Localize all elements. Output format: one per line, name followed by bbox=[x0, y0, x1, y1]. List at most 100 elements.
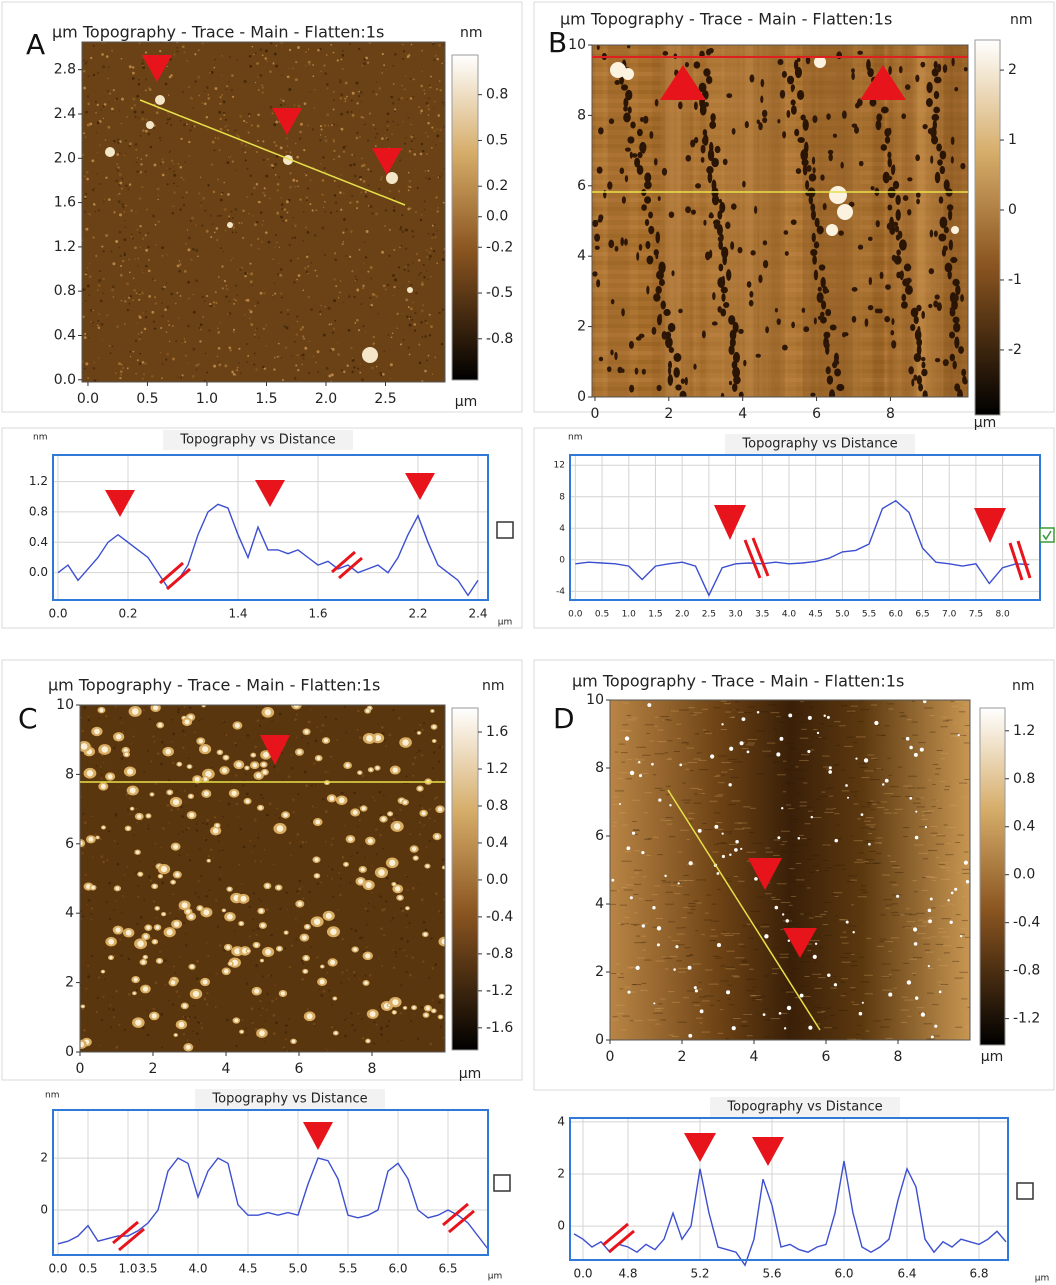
texture bbox=[113, 747, 115, 749]
texture bbox=[693, 364, 696, 370]
texture bbox=[699, 997, 706, 998]
texture bbox=[442, 252, 444, 254]
texture bbox=[689, 821, 693, 822]
texture bbox=[219, 866, 221, 868]
x-tick-label: 5.6 bbox=[762, 1267, 781, 1281]
texture bbox=[805, 180, 809, 190]
texture bbox=[750, 911, 759, 912]
texture bbox=[687, 818, 692, 819]
texture bbox=[91, 955, 93, 957]
texture bbox=[101, 1019, 103, 1021]
texture bbox=[361, 101, 362, 102]
texture bbox=[366, 735, 373, 742]
texture bbox=[742, 748, 749, 749]
texture bbox=[312, 64, 314, 66]
texture bbox=[905, 285, 913, 295]
texture bbox=[437, 210, 439, 212]
texture bbox=[157, 187, 160, 190]
texture bbox=[258, 1008, 260, 1010]
texture bbox=[299, 138, 301, 140]
y-tick-label: 2.4 bbox=[54, 106, 76, 122]
texture bbox=[173, 965, 175, 967]
texture bbox=[433, 108, 434, 109]
y-tick-label: 2 bbox=[65, 975, 74, 991]
texture bbox=[432, 43, 434, 45]
texture bbox=[124, 874, 126, 876]
texture bbox=[412, 762, 415, 765]
texture bbox=[190, 258, 192, 260]
texture bbox=[668, 323, 676, 332]
texture bbox=[314, 234, 316, 236]
texture bbox=[195, 279, 198, 282]
texture bbox=[381, 251, 384, 254]
texture bbox=[421, 898, 424, 901]
texture bbox=[647, 703, 651, 707]
texture bbox=[962, 1027, 969, 1028]
texture bbox=[785, 782, 788, 783]
x-tick-label: 0.0 bbox=[48, 1262, 67, 1276]
texture bbox=[87, 95, 89, 97]
texture bbox=[275, 65, 278, 68]
texture bbox=[148, 875, 151, 878]
texture bbox=[938, 932, 946, 933]
texture bbox=[261, 959, 263, 961]
texture bbox=[97, 72, 99, 74]
texture bbox=[162, 161, 164, 163]
texture bbox=[857, 51, 863, 55]
texture bbox=[420, 112, 422, 114]
texture bbox=[191, 98, 193, 100]
texture bbox=[614, 352, 617, 360]
texture bbox=[953, 361, 957, 370]
texture bbox=[654, 158, 658, 166]
texture bbox=[840, 937, 847, 938]
texture bbox=[365, 332, 366, 333]
texture bbox=[274, 293, 276, 295]
texture bbox=[708, 172, 713, 183]
texture bbox=[227, 129, 229, 131]
texture bbox=[396, 327, 397, 328]
texture bbox=[932, 880, 936, 881]
texture bbox=[908, 787, 915, 788]
texture bbox=[375, 212, 378, 215]
texture bbox=[292, 179, 295, 182]
texture bbox=[724, 703, 731, 704]
texture bbox=[715, 796, 723, 797]
texture bbox=[145, 51, 147, 53]
texture bbox=[89, 275, 92, 278]
texture bbox=[121, 123, 122, 124]
texture bbox=[251, 244, 252, 245]
texture bbox=[625, 175, 628, 182]
texture bbox=[172, 205, 174, 207]
texture bbox=[404, 269, 406, 271]
texture bbox=[356, 207, 358, 209]
texture bbox=[116, 98, 118, 100]
texture bbox=[392, 121, 393, 122]
texture bbox=[902, 997, 909, 998]
texture bbox=[712, 321, 718, 325]
texture bbox=[203, 909, 209, 915]
texture bbox=[900, 270, 904, 279]
texture bbox=[251, 124, 253, 126]
texture bbox=[127, 866, 129, 868]
texture bbox=[424, 933, 427, 936]
texture bbox=[220, 128, 223, 131]
texture bbox=[186, 191, 188, 193]
texture bbox=[954, 888, 957, 891]
texture bbox=[436, 128, 438, 130]
texture bbox=[637, 165, 644, 175]
texture bbox=[217, 215, 219, 217]
texture bbox=[746, 979, 756, 980]
texture bbox=[272, 165, 274, 167]
texture bbox=[88, 75, 90, 77]
texture bbox=[881, 963, 890, 964]
texture bbox=[843, 332, 849, 336]
texture bbox=[729, 769, 733, 770]
texture bbox=[817, 738, 827, 739]
texture bbox=[81, 852, 83, 854]
texture bbox=[665, 817, 673, 818]
texture bbox=[643, 116, 648, 124]
texture bbox=[175, 340, 177, 342]
texture bbox=[208, 860, 210, 862]
texture bbox=[791, 896, 796, 897]
texture bbox=[265, 231, 268, 234]
